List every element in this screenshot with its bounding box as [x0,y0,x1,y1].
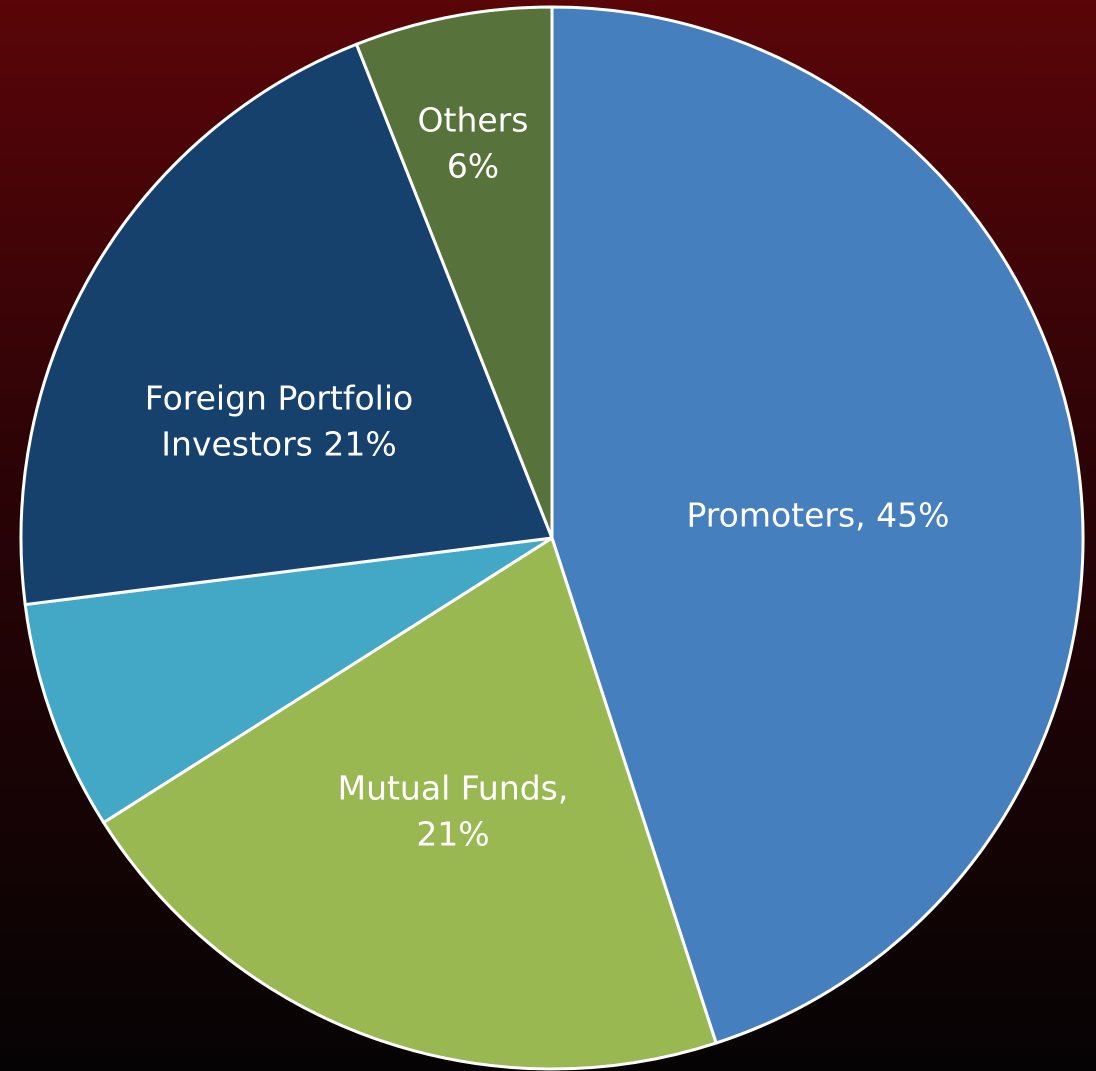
slice-label: Investors 21% [161,425,396,464]
slice-label: Mutual Funds, [338,769,569,808]
slice-label: Promoters, 45% [686,496,949,535]
slice-label: Foreign Portfolio [145,379,413,418]
slice-label: Others [418,101,529,140]
pie-slice [355,5,554,540]
pie-slice [19,42,554,607]
pie-slice [23,536,554,825]
pie-slice [102,536,718,1071]
slice-label: 21% [416,815,489,854]
slice-label: 6% [447,147,499,186]
pie-slice [550,5,1085,1045]
